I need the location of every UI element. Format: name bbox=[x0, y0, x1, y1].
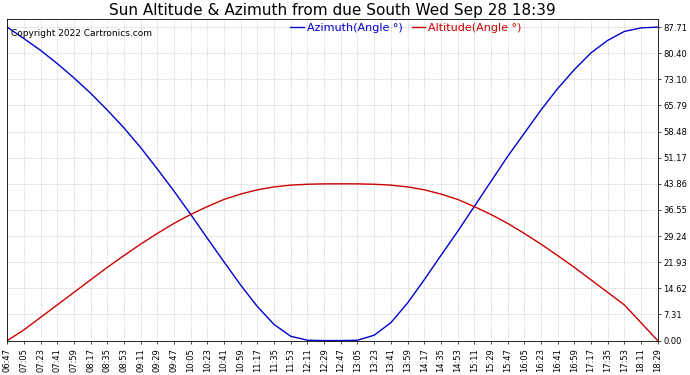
Title: Sun Altitude & Azimuth from due South Wed Sep 28 18:39: Sun Altitude & Azimuth from due South We… bbox=[109, 3, 556, 18]
Legend: Azimuth(Angle °), Altitude(Angle °): Azimuth(Angle °), Altitude(Angle °) bbox=[286, 18, 526, 37]
Text: Copyright 2022 Cartronics.com: Copyright 2022 Cartronics.com bbox=[10, 28, 152, 38]
